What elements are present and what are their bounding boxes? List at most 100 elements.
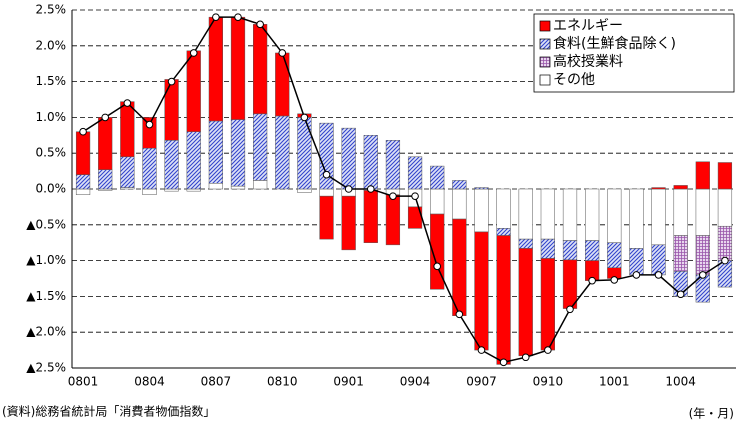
bar (208, 183, 223, 190)
bar (208, 120, 223, 184)
total-marker (300, 113, 309, 122)
bar (120, 156, 135, 188)
y-tick-label: ▲2.5% (26, 361, 66, 375)
bar (651, 187, 666, 190)
bar (341, 127, 356, 190)
bar (186, 188, 201, 192)
total-marker (389, 192, 397, 200)
bar (518, 238, 533, 249)
y-tick-label: 2.5% (36, 3, 67, 17)
total-marker (721, 256, 729, 265)
bar (717, 162, 733, 190)
bar (230, 185, 246, 190)
total-marker (278, 49, 287, 57)
source-note: (資料)総務省統計局「消費者物価指数」 (2, 404, 215, 419)
bar (585, 188, 600, 241)
bar (319, 195, 334, 240)
total-marker (322, 170, 331, 179)
x-tick-label: 1004 (665, 375, 696, 389)
legend-label: エネルギー (553, 18, 623, 34)
bar (385, 194, 401, 246)
bar (562, 259, 578, 309)
bar (120, 101, 135, 158)
total-marker (344, 185, 353, 193)
bar (319, 122, 334, 190)
bar (430, 213, 445, 290)
bar (651, 244, 666, 276)
bar (673, 185, 688, 190)
x-tick-label: 1001 (599, 375, 630, 389)
total-marker (234, 13, 242, 21)
total-marker (566, 305, 574, 314)
bar (385, 140, 401, 190)
bar (407, 156, 423, 190)
bar (186, 131, 201, 190)
total-marker (145, 120, 154, 129)
bar (496, 235, 511, 365)
bar (430, 188, 445, 215)
bar (474, 231, 489, 351)
bar (319, 188, 334, 197)
x-tick-label: 0904 (400, 375, 431, 389)
bar (518, 248, 533, 357)
x-tick-label: 0907 (466, 375, 497, 389)
total-marker (123, 99, 132, 107)
bar (695, 235, 710, 276)
bar (540, 188, 555, 240)
bar (230, 119, 246, 187)
bar (474, 188, 489, 233)
y-tick-label: ▲1.5% (26, 289, 66, 303)
legend-label: その他 (553, 72, 595, 88)
bar (695, 188, 710, 236)
y-tick-label: 1.0% (36, 110, 67, 124)
bar (607, 188, 622, 243)
total-marker (212, 13, 220, 21)
bar (452, 218, 467, 316)
bar (629, 248, 644, 276)
bar (253, 24, 268, 115)
bar (275, 115, 290, 190)
total-marker (477, 346, 486, 354)
bar (562, 240, 578, 261)
total-marker (189, 49, 198, 57)
bar (717, 225, 733, 261)
bar (363, 190, 378, 243)
bar (98, 169, 113, 190)
bar (142, 188, 157, 195)
bar (430, 165, 445, 190)
x-tick-label: 0807 (201, 375, 232, 389)
bar (253, 180, 268, 190)
bar (540, 258, 555, 351)
total-marker (610, 276, 619, 284)
bar (496, 228, 511, 236)
bar (75, 131, 91, 175)
bar (75, 188, 91, 195)
bar (651, 188, 666, 246)
bar (540, 238, 555, 259)
y-tick-label: 0.0% (36, 182, 67, 196)
y-tick-label: ▲1.0% (26, 253, 66, 267)
bar (341, 195, 356, 251)
x-unit: (年・月) (689, 407, 734, 421)
y-tick-label: ▲2.0% (26, 325, 66, 339)
x-tick-label: 0810 (267, 375, 298, 389)
bar (562, 188, 578, 241)
x-tick-label: 0901 (333, 375, 364, 389)
legend-label: 高校授業料 (553, 53, 623, 70)
legend-swatch (539, 20, 551, 32)
total-marker (699, 271, 707, 279)
bar (230, 16, 246, 120)
total-marker (167, 77, 176, 86)
y-tick-label: 1.5% (36, 74, 67, 88)
bar (673, 235, 688, 272)
legend-label: 食料(生鮮食品除く) (553, 35, 676, 52)
total-marker (433, 262, 442, 271)
x-tick-label: 0804 (134, 375, 165, 389)
bar (717, 188, 733, 227)
bar (474, 187, 489, 190)
bar (164, 188, 179, 192)
bar (629, 188, 644, 249)
bar (695, 161, 710, 190)
legend-swatch (539, 38, 551, 50)
